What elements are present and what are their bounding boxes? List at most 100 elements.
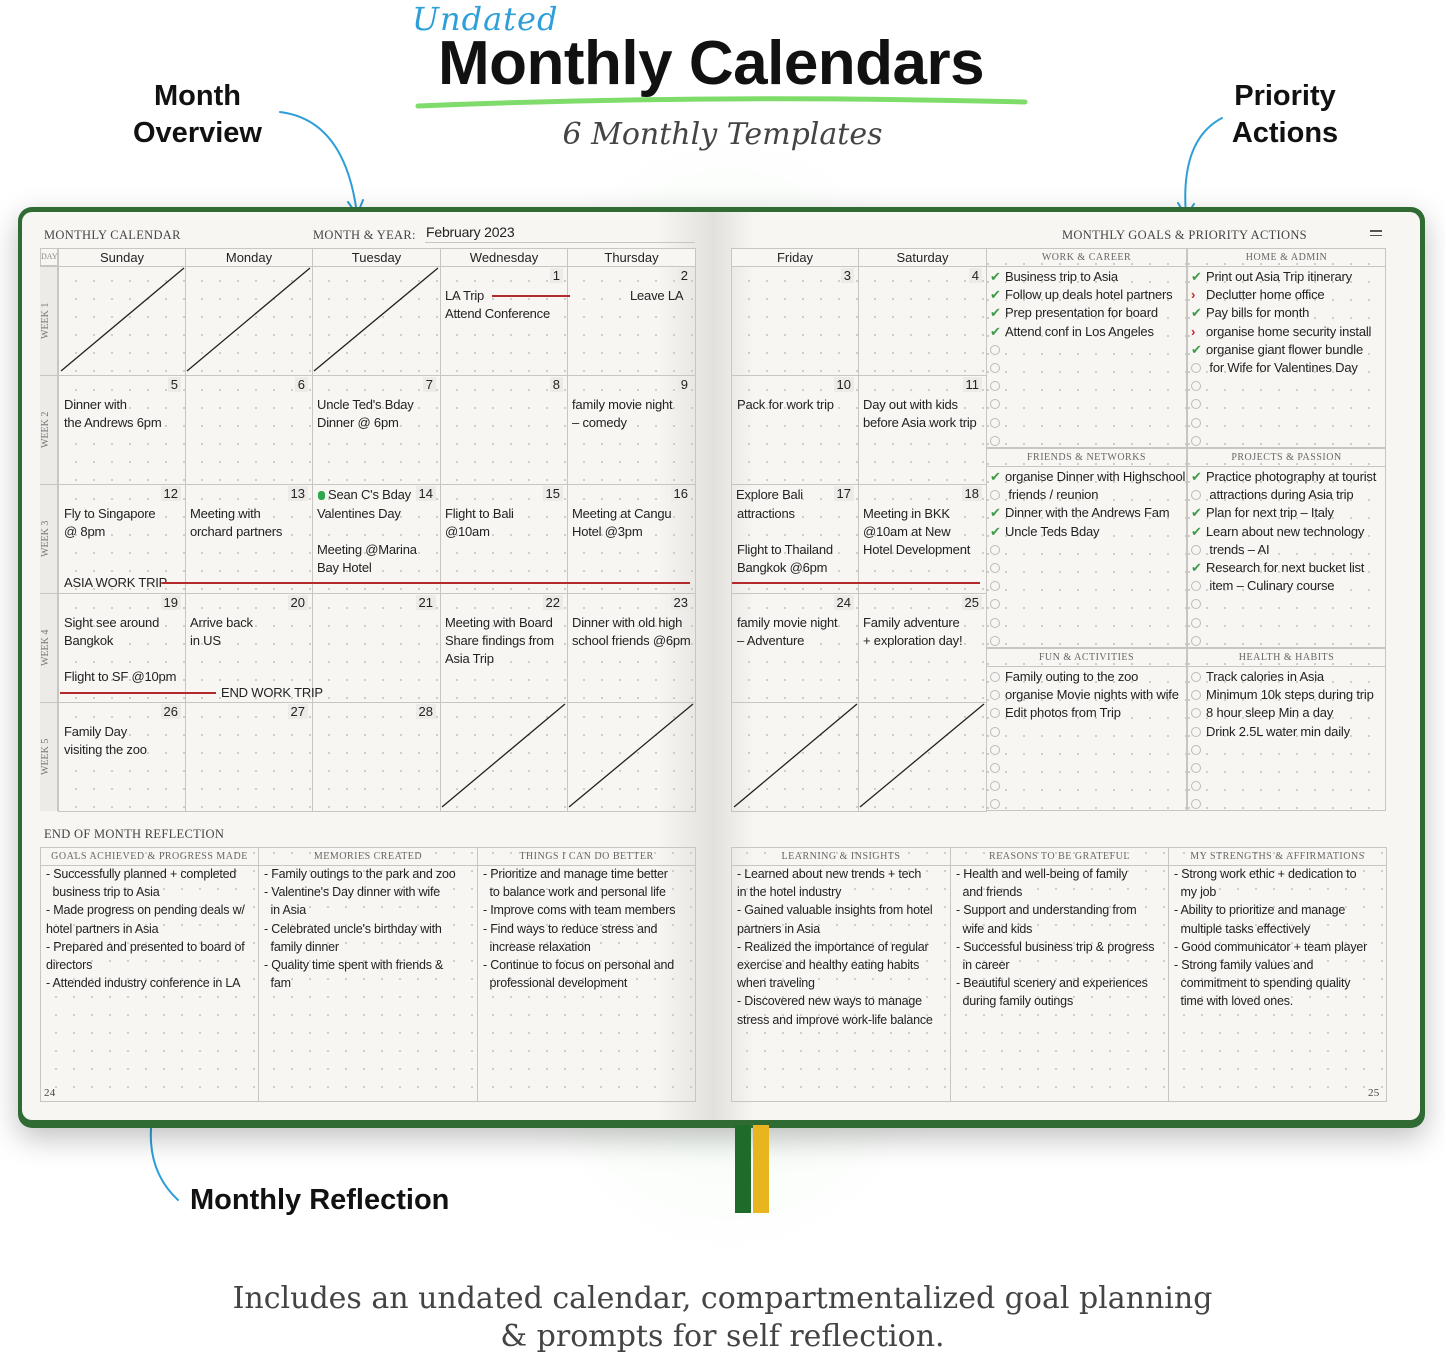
empty-checkbox-icon[interactable] xyxy=(990,599,1000,610)
empty-checkbox-icon[interactable] xyxy=(990,581,1000,592)
check-icon[interactable]: ✔ xyxy=(990,269,1001,284)
goal-item[interactable]: for Wife for Valentines Day xyxy=(1191,359,1358,376)
empty-checkbox-icon[interactable] xyxy=(1191,635,1201,646)
calendar-day-cell[interactable]: 17 Explore Bali attractions Flight to Thail… xyxy=(731,484,859,594)
empty-checkbox-icon[interactable] xyxy=(1191,763,1201,773)
goal-item[interactable] xyxy=(1191,632,1206,649)
empty-checkbox-icon[interactable] xyxy=(990,399,1000,410)
goal-item[interactable] xyxy=(990,359,1005,376)
reflection-column[interactable]: LEARNING & INSIGHTS - Learned about new t… xyxy=(731,847,951,1102)
goal-item[interactable]: ✔ Uncle Teds Bday xyxy=(990,523,1100,540)
goal-item[interactable] xyxy=(990,341,1005,358)
goal-item[interactable]: ✔ Prep presentation for board xyxy=(990,304,1158,321)
empty-checkbox-icon[interactable] xyxy=(990,744,1000,755)
check-icon[interactable]: ✔ xyxy=(1191,469,1202,484)
goal-item[interactable] xyxy=(1191,759,1206,776)
calendar-day-cell[interactable]: 23 Dinner with old high school friends @6p… xyxy=(567,593,696,703)
empty-checkbox-icon[interactable] xyxy=(990,708,1000,719)
empty-checkbox-icon[interactable] xyxy=(990,799,1000,810)
empty-checkbox-icon[interactable] xyxy=(990,617,1000,628)
empty-checkbox-icon[interactable] xyxy=(990,763,1000,773)
goal-item[interactable] xyxy=(990,395,1005,412)
check-icon[interactable]: ✔ xyxy=(1191,341,1202,357)
migrated-arrow-icon[interactable]: › xyxy=(1191,287,1196,303)
calendar-day-cell[interactable]: 14 Sean C's Bday Valentines Day Meeting @Ma… xyxy=(312,484,441,594)
goal-item[interactable] xyxy=(1191,741,1206,758)
goal-item[interactable]: friends / reunion xyxy=(990,486,1098,503)
check-icon[interactable]: ✔ xyxy=(1191,523,1202,539)
empty-checkbox-icon[interactable] xyxy=(1191,599,1201,610)
empty-checkbox-icon[interactable] xyxy=(990,363,1000,373)
calendar-day-cell[interactable]: 13 Meeting with orchard partners xyxy=(185,484,313,594)
check-icon[interactable]: ✔ xyxy=(990,505,1001,521)
calendar-day-cell[interactable]: 9 family movie night – comedy xyxy=(567,375,696,485)
calendar-day-cell[interactable]: 18 Meeting in BKK @10am at New Hotel Develo… xyxy=(858,484,987,594)
goal-item[interactable]: 8 hour sleep Min a day xyxy=(1191,704,1333,721)
check-icon[interactable]: ✔ xyxy=(1191,269,1202,284)
empty-checkbox-icon[interactable] xyxy=(990,690,1000,701)
calendar-day-cell[interactable]: 26 Family Day visiting the zoo xyxy=(58,702,186,812)
goal-item[interactable] xyxy=(990,432,1005,449)
goal-item[interactable]: ✔ Attend conf in Los Angeles xyxy=(990,323,1154,340)
goal-item[interactable] xyxy=(990,577,1005,594)
empty-checkbox-icon[interactable] xyxy=(1191,363,1201,373)
calendar-day-cell[interactable] xyxy=(312,266,441,376)
empty-checkbox-icon[interactable] xyxy=(990,417,1000,428)
empty-checkbox-icon[interactable] xyxy=(990,635,1000,646)
check-icon[interactable]: ✔ xyxy=(990,287,1001,303)
calendar-day-cell[interactable]: 22 Meeting with Board Share findings from A… xyxy=(440,593,568,703)
goal-item[interactable]: ✔ Practice photography at tourist xyxy=(1191,468,1376,485)
calendar-day-cell[interactable]: 15 Flight to Bali @10am xyxy=(440,484,568,594)
calendar-day-cell[interactable]: 21 xyxy=(312,593,441,703)
goal-item[interactable] xyxy=(990,759,1005,776)
calendar-day-cell[interactable]: 6 xyxy=(185,375,313,485)
goal-item[interactable]: organise Movie nights with wife xyxy=(990,686,1179,703)
calendar-day-cell[interactable]: 11 Day out with kids before Asia work trip xyxy=(858,375,987,485)
goal-item[interactable] xyxy=(1191,614,1206,631)
empty-checkbox-icon[interactable] xyxy=(1191,435,1201,446)
goal-item[interactable]: ✔ Research for next bucket list xyxy=(1191,559,1364,576)
check-icon[interactable]: ✔ xyxy=(990,305,1001,321)
goal-item[interactable]: Track calories in Asia xyxy=(1191,668,1324,685)
goal-item[interactable]: › organise home security install xyxy=(1191,323,1371,340)
goal-item[interactable]: Minimum 10k steps during trip xyxy=(1191,686,1374,703)
check-icon[interactable]: ✔ xyxy=(990,469,1001,484)
empty-checkbox-icon[interactable] xyxy=(1191,690,1201,701)
calendar-day-cell[interactable]: 8 xyxy=(440,375,568,485)
reflection-column[interactable]: GOALS ACHIEVED & PROGRESS MADE - Successf… xyxy=(40,847,259,1102)
calendar-day-cell[interactable] xyxy=(731,702,859,812)
calendar-day-cell[interactable]: 7 Uncle Ted's Bday Dinner @ 6pm xyxy=(312,375,441,485)
goal-item[interactable] xyxy=(1191,414,1206,431)
goal-item[interactable]: trends – AI xyxy=(1191,541,1270,558)
goal-item[interactable] xyxy=(990,377,1005,394)
goal-item[interactable] xyxy=(1191,795,1206,812)
calendar-day-cell[interactable]: 19 Sight see around Bangkok Flight to SF @1… xyxy=(58,593,186,703)
empty-checkbox-icon[interactable] xyxy=(1191,799,1201,810)
empty-checkbox-icon[interactable] xyxy=(990,344,1000,355)
goal-item[interactable] xyxy=(1191,395,1206,412)
goal-item[interactable]: Edit photos from Trip xyxy=(990,704,1121,721)
empty-checkbox-icon[interactable] xyxy=(1191,399,1201,410)
calendar-day-cell[interactable] xyxy=(58,266,186,376)
check-icon[interactable]: ✔ xyxy=(1191,505,1202,521)
month-year-value[interactable]: February 2023 xyxy=(426,224,515,240)
goal-item[interactable] xyxy=(990,559,1005,576)
reflection-column[interactable]: REASONS TO BE GRATEFUL - Health and well-… xyxy=(950,847,1169,1102)
calendar-day-cell[interactable]: 16 Meeting at Cangu Hotel @3pm xyxy=(567,484,696,594)
empty-checkbox-icon[interactable] xyxy=(1191,672,1201,682)
empty-checkbox-icon[interactable] xyxy=(1191,417,1201,428)
empty-checkbox-icon[interactable] xyxy=(1191,544,1201,555)
calendar-day-cell[interactable] xyxy=(185,266,313,376)
check-icon[interactable]: ✔ xyxy=(1191,560,1202,575)
empty-checkbox-icon[interactable] xyxy=(1191,581,1201,592)
goal-item[interactable]: Drink 2.5L water min daily xyxy=(1191,723,1350,740)
calendar-day-cell[interactable]: 20 Arrive back in US xyxy=(185,593,313,703)
empty-checkbox-icon[interactable] xyxy=(1191,617,1201,628)
empty-checkbox-icon[interactable] xyxy=(1191,708,1201,719)
goal-item[interactable] xyxy=(990,795,1005,812)
calendar-day-cell[interactable] xyxy=(858,702,987,812)
empty-checkbox-icon[interactable] xyxy=(990,781,1000,792)
goal-item[interactable]: Family outing to the zoo xyxy=(990,668,1138,685)
goal-item[interactable]: ✔ Follow up deals hotel partners xyxy=(990,286,1173,303)
calendar-day-cell[interactable] xyxy=(567,702,696,812)
